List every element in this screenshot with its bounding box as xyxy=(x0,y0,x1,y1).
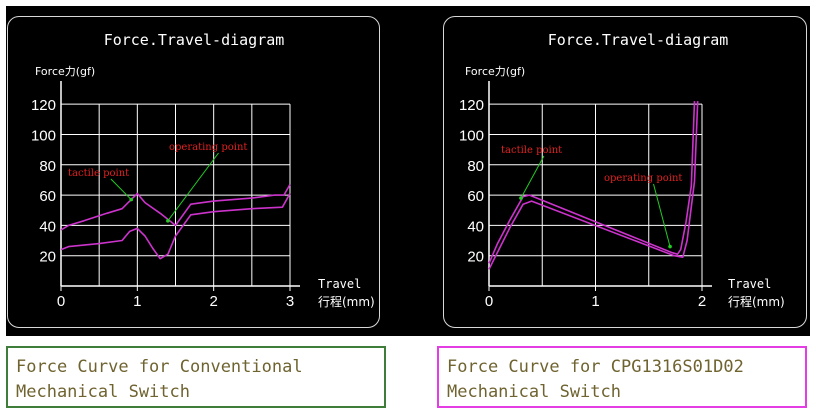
y-tick-label: 20 xyxy=(39,249,56,266)
y-tick-label: 100 xyxy=(459,127,484,144)
y-tick-label: 80 xyxy=(467,158,484,175)
force-curve-series-lower xyxy=(488,101,699,270)
x-axis-label-stroke: 行程(mm) xyxy=(728,294,785,309)
y-tick-label: 120 xyxy=(31,97,56,114)
y-tick-label: 40 xyxy=(467,218,484,235)
chart-title: Force.Travel-diagram xyxy=(104,31,285,49)
x-axis-label-travel: Travel xyxy=(728,277,771,291)
x-axis-label-travel: Travel xyxy=(318,277,361,291)
annotation-leader-line xyxy=(167,152,219,222)
force-travel-chart-conventional: Force.Travel-diagramForce力(gf)2040608010… xyxy=(31,31,375,310)
annotation-label: tactile point xyxy=(501,145,562,156)
force-travel-chart-cpg1316: Force.Travel-diagramForce力(gf)2040608010… xyxy=(459,31,785,310)
x-tick-label: 2 xyxy=(698,293,706,310)
force-curve-series-upper xyxy=(60,184,291,231)
x-tick-label: 3 xyxy=(286,293,294,310)
annotation-point xyxy=(519,196,523,200)
annotation-leader-line xyxy=(520,155,545,199)
x-tick-label: 1 xyxy=(133,293,141,310)
annotation-label: tactile point xyxy=(68,168,129,179)
x-axis-label-stroke: 行程(mm) xyxy=(318,294,375,309)
x-tick-label: 0 xyxy=(485,293,493,310)
x-tick-label: 1 xyxy=(591,293,599,310)
chart-panel-conventional: Force.Travel-diagram Force力(gf) 20 40 60 80 10… xyxy=(7,16,380,328)
force-curve-series-upper xyxy=(488,101,696,264)
x-tick-label: 2 xyxy=(209,293,217,310)
y-tick-label: 120 xyxy=(459,97,484,114)
y-tick-label: 20 xyxy=(467,249,484,266)
y-tick-label: 100 xyxy=(31,127,56,144)
y-tick-label: 40 xyxy=(39,218,56,235)
y-axis-label: Force力(gf) xyxy=(35,65,95,78)
annotation-leader-line xyxy=(110,178,132,200)
annotation-point xyxy=(129,197,134,202)
annotation-leader-line xyxy=(653,183,671,247)
caption-conventional: Force Curve for Conventional Mechanical … xyxy=(6,346,386,408)
annotation-label: operating point xyxy=(604,173,682,184)
annotation-point xyxy=(668,244,672,249)
chart-panel-cpg1316: Force.Travel-diagram Force力(gf) 20 40 60 80 10… xyxy=(443,16,807,328)
caption-cpg1316: Force Curve for CPG1316S01D02 Mechanical… xyxy=(437,346,807,408)
annotation-label: operating point xyxy=(169,142,247,153)
chart-background xyxy=(6,6,810,336)
y-tick-label: 60 xyxy=(467,188,484,205)
y-tick-label: 80 xyxy=(39,158,56,175)
chart-title: Force.Travel-diagram xyxy=(548,31,729,49)
y-tick-label: 60 xyxy=(39,188,56,205)
x-tick-label: 0 xyxy=(57,293,65,310)
annotation-point xyxy=(166,219,170,223)
force-curve-series-lower xyxy=(60,193,291,260)
y-axis-label: Force力(gf) xyxy=(465,65,525,78)
